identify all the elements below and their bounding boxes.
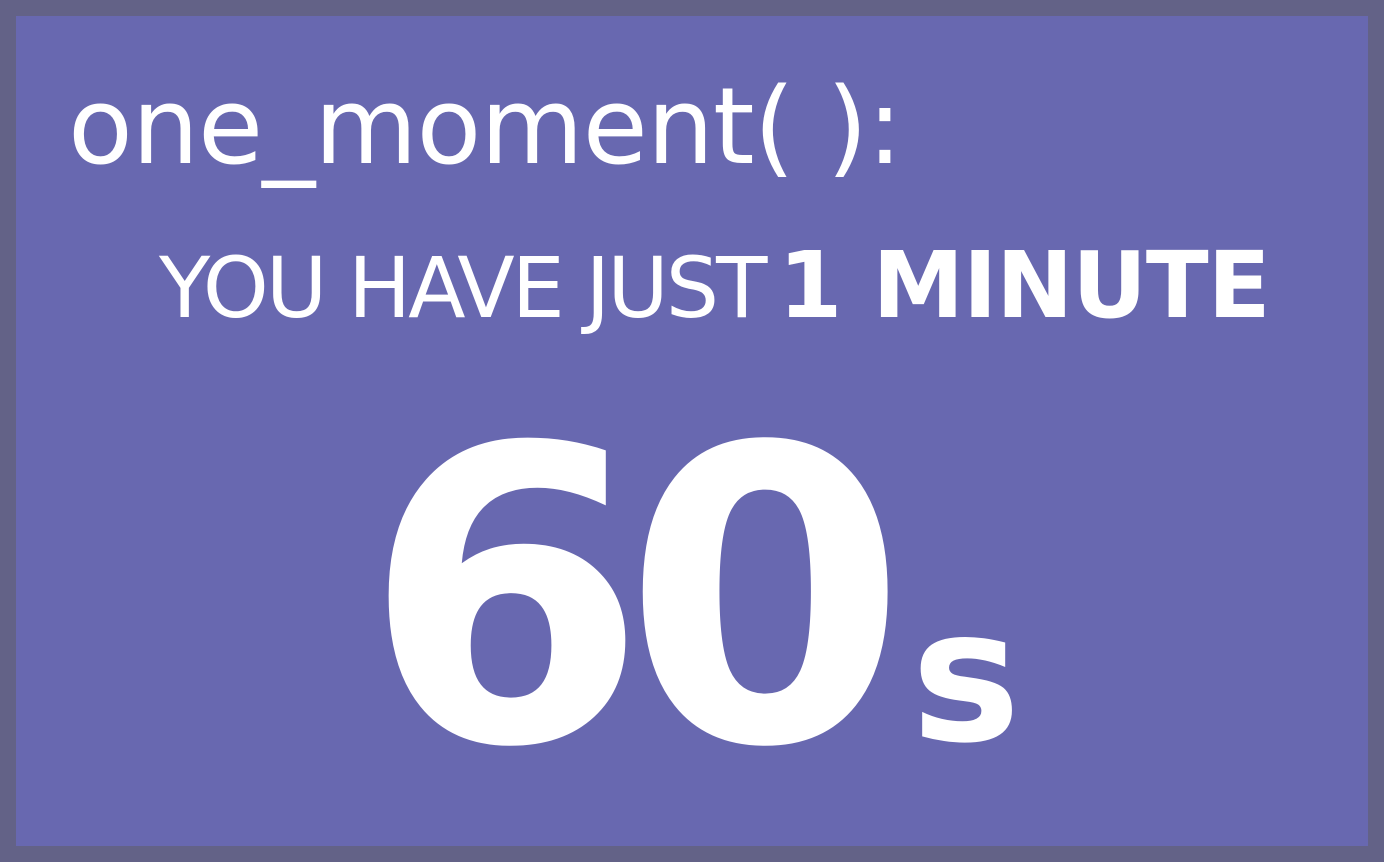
countdown-timer: 60 s bbox=[16, 396, 1368, 804]
timer-unit: s bbox=[911, 570, 1021, 784]
timer-value: 60 bbox=[363, 362, 907, 837]
time-notice-prefix: YOU HAVE JUST bbox=[159, 239, 767, 337]
time-notice: YOU HAVE JUST 1 MINUTE bbox=[159, 240, 1271, 332]
time-notice-emphasis: 1 MINUTE bbox=[778, 232, 1270, 339]
page-title: one_moment( ): bbox=[68, 65, 903, 188]
